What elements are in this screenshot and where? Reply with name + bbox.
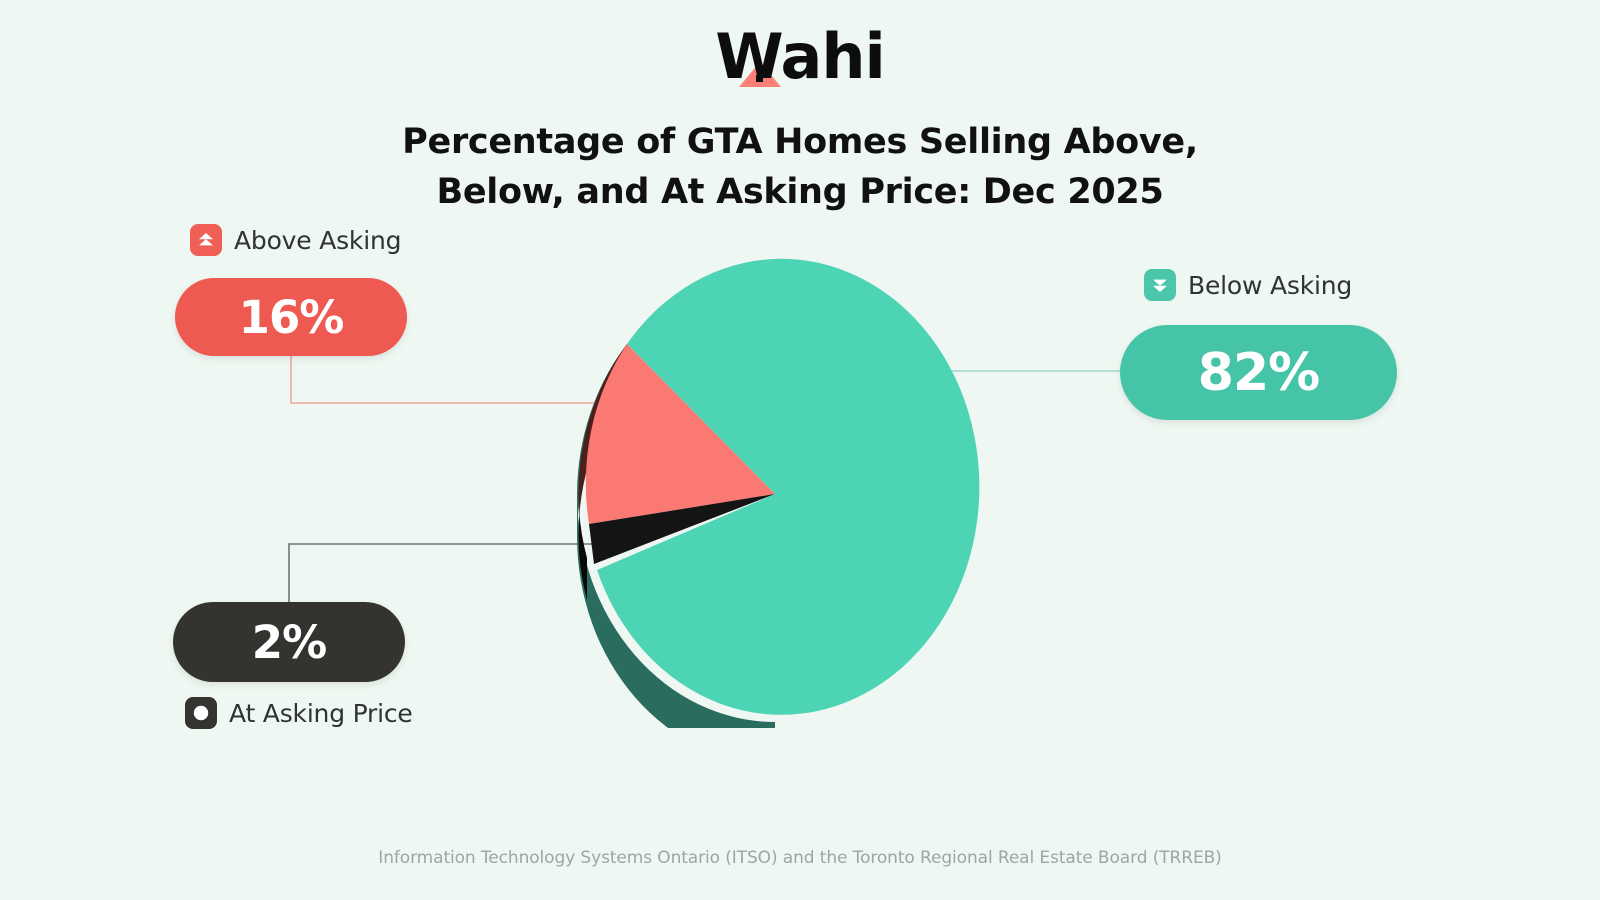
pie-slice-at-depth (579, 510, 587, 600)
house-roof-notch-icon (756, 75, 764, 82)
value-pill-below-asking[interactable]: 82% (1120, 325, 1397, 420)
legend-item-at-asking-price[interactable]: At Asking Price (185, 697, 413, 729)
value-pill-below-asking-text: 82% (1197, 342, 1320, 403)
double-arrow-up-glyph (199, 233, 213, 246)
brand-logo-wrap: Wahi (715, 26, 885, 88)
brand-name-text: Wahi (715, 20, 885, 93)
double-arrow-down-icon (1144, 269, 1176, 301)
pie-slice-at (589, 494, 775, 564)
filled-circle-icon (185, 697, 217, 729)
pie-slice-below (597, 258, 980, 715)
filled-circle-glyph (193, 705, 209, 721)
value-pill-above-asking[interactable]: 16% (175, 278, 407, 356)
chart-title-line-1: Percentage of GTA Homes Selling Above, (402, 122, 1198, 162)
double-arrow-up-icon (190, 224, 222, 256)
legend-item-above-asking[interactable]: Above Asking (190, 224, 401, 256)
brand-logo: Wahi (0, 26, 1600, 88)
pie-slice-above (585, 344, 775, 524)
value-pill-at-asking-price-text: 2% (251, 615, 327, 669)
value-pill-above-asking-text: 16% (238, 290, 345, 344)
legend-label-at-asking-price: At Asking Price (229, 698, 413, 728)
source-attribution: Information Technology Systems Ontario (… (378, 848, 1222, 868)
pie-chart (565, 258, 985, 764)
double-arrow-down-glyph (1153, 279, 1167, 292)
legend-label-below-asking: Below Asking (1188, 270, 1353, 300)
pie-chart-svg (577, 258, 980, 764)
chart-title: Percentage of GTA Homes Selling Above, B… (0, 118, 1600, 217)
house-roof-icon (739, 62, 782, 87)
legend-item-below-asking[interactable]: Below Asking (1144, 269, 1352, 301)
legend-label-above-asking: Above Asking (234, 225, 402, 255)
value-pill-at-asking-price[interactable]: 2% (173, 602, 405, 682)
brand-name: Wahi (715, 26, 885, 88)
chart-title-line-2: Below, and At Asking Price: Dec 2025 (436, 171, 1164, 212)
